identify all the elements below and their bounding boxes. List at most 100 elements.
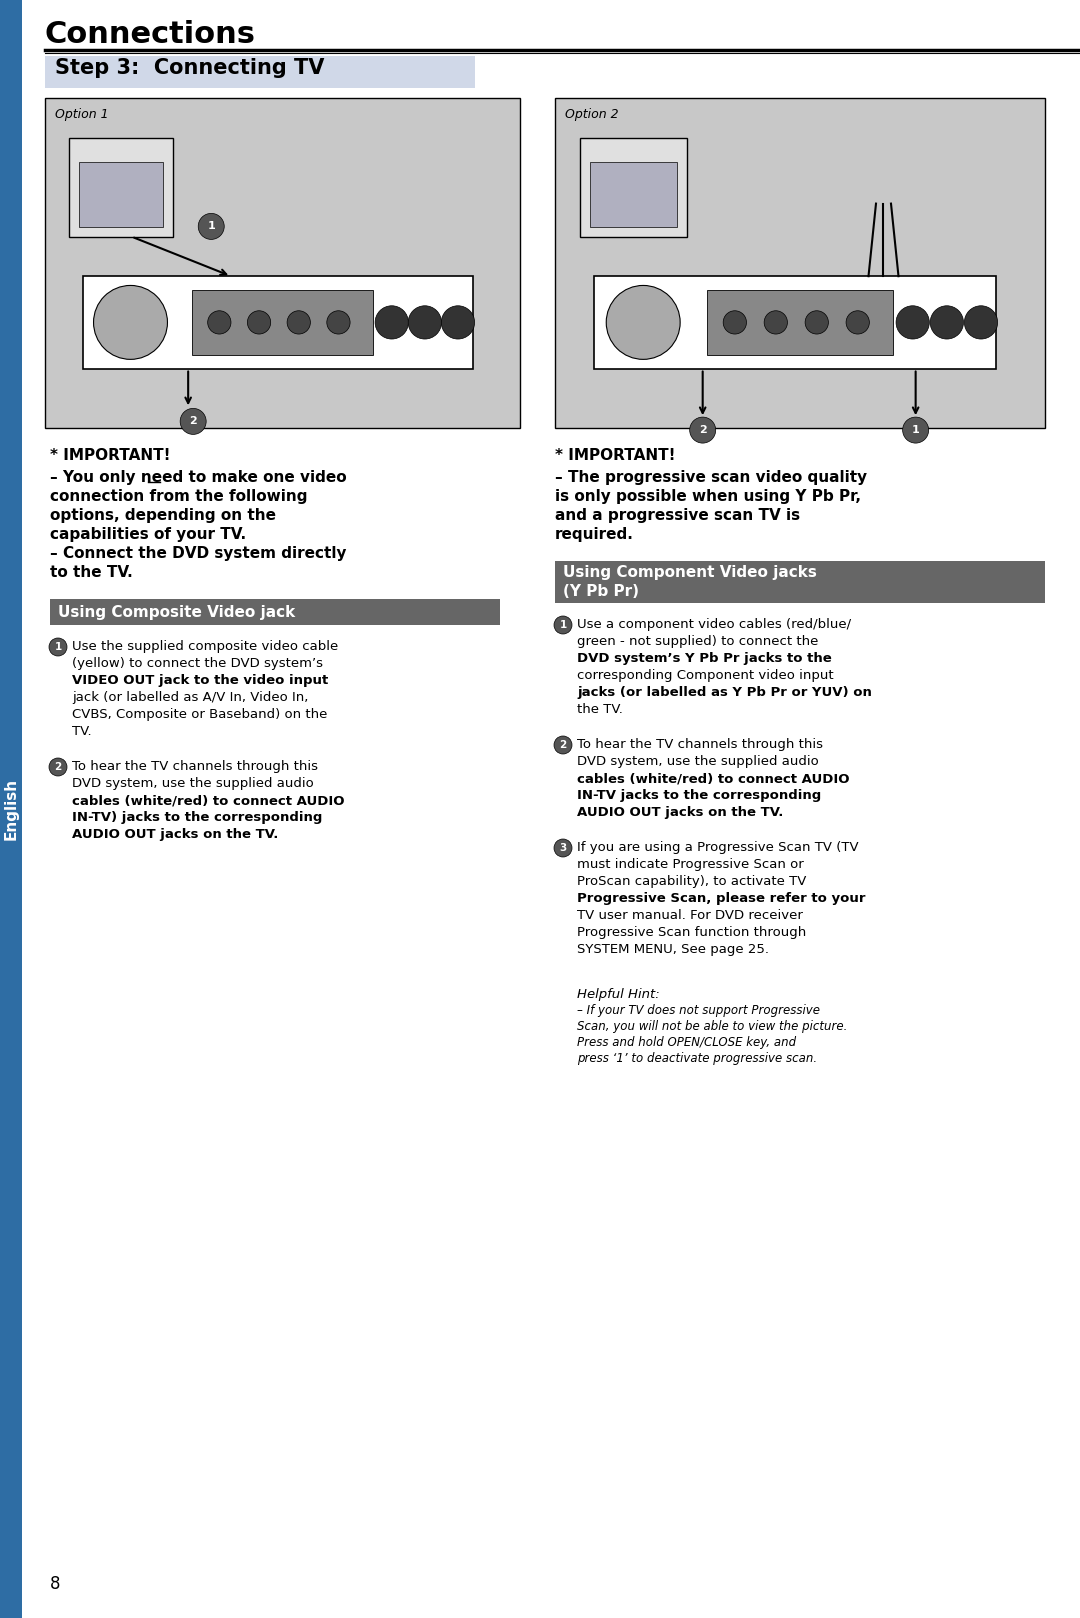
Text: 2: 2 [699, 426, 706, 435]
Circle shape [930, 306, 963, 340]
Text: IN-TV) jacks to the corresponding: IN-TV) jacks to the corresponding [72, 811, 322, 824]
Circle shape [287, 311, 310, 333]
Circle shape [690, 417, 716, 443]
Text: AUDIO OUT jacks on the TV.: AUDIO OUT jacks on the TV. [577, 806, 783, 819]
Text: 1: 1 [559, 620, 567, 629]
Circle shape [199, 214, 225, 239]
Circle shape [207, 311, 231, 333]
Text: 1: 1 [912, 426, 919, 435]
Text: required.: required. [555, 527, 634, 542]
Text: 2: 2 [559, 739, 567, 751]
Text: 2: 2 [189, 416, 197, 427]
Text: ProScan capability), to activate TV: ProScan capability), to activate TV [577, 875, 807, 888]
Text: Connections: Connections [45, 19, 256, 49]
Bar [83, 277, 473, 369]
Text: – Connect the DVD system directly: – Connect the DVD system directly [50, 545, 347, 561]
Text: jack (or labelled as A/V In, Video In,: jack (or labelled as A/V In, Video In, [72, 691, 309, 704]
Circle shape [375, 306, 408, 340]
Bar [580, 138, 687, 236]
Circle shape [896, 306, 929, 340]
Text: VIDEO OUT jack to the video input: VIDEO OUT jack to the video input [72, 675, 328, 688]
Circle shape [247, 311, 271, 333]
Circle shape [442, 306, 474, 340]
Text: English: English [3, 778, 18, 840]
Text: AUDIO OUT jacks on the TV.: AUDIO OUT jacks on the TV. [72, 828, 279, 841]
Text: DVD system’s Y Pb Pr jacks to the: DVD system’s Y Pb Pr jacks to the [577, 652, 832, 665]
Text: Helpful Hint:: Helpful Hint: [577, 989, 660, 1002]
Bar [591, 162, 676, 227]
Text: Option 1: Option 1 [55, 108, 109, 121]
Text: IN-TV jacks to the corresponding: IN-TV jacks to the corresponding [577, 790, 821, 803]
Text: the TV.: the TV. [577, 702, 623, 717]
Circle shape [964, 306, 998, 340]
Text: If you are using a Progressive Scan TV (TV: If you are using a Progressive Scan TV (… [577, 841, 859, 854]
Bar [594, 277, 996, 369]
Text: to the TV.: to the TV. [50, 565, 133, 579]
Circle shape [606, 285, 680, 359]
Text: Using Composite Video jack: Using Composite Video jack [58, 605, 295, 620]
Bar [69, 138, 173, 236]
Circle shape [724, 311, 746, 333]
Text: 3: 3 [559, 843, 567, 853]
Circle shape [180, 408, 206, 434]
Text: (yellow) to connect the DVD system’s: (yellow) to connect the DVD system’s [72, 657, 323, 670]
Circle shape [49, 637, 67, 655]
Text: is only possible when using Y Pb Pr,: is only possible when using Y Pb Pr, [555, 489, 861, 503]
Bar [555, 561, 1045, 604]
Text: * IMPORTANT!: * IMPORTANT! [555, 448, 675, 463]
Bar [555, 99, 1045, 429]
Text: capabilities of your TV.: capabilities of your TV. [50, 527, 246, 542]
Text: Scan, you will not be able to view the picture.: Scan, you will not be able to view the p… [577, 1019, 848, 1032]
Bar [0, 0, 22, 1618]
Text: Use a component video cables (red/blue/: Use a component video cables (red/blue/ [577, 618, 851, 631]
Text: 1: 1 [207, 222, 215, 231]
Text: and a progressive scan TV is: and a progressive scan TV is [555, 508, 800, 523]
Text: TV user manual. For DVD receiver: TV user manual. For DVD receiver [577, 909, 802, 922]
Text: jacks (or labelled as Y Pb Pr or YUV) on: jacks (or labelled as Y Pb Pr or YUV) on [577, 686, 872, 699]
Circle shape [327, 311, 350, 333]
Text: 1: 1 [54, 642, 62, 652]
Text: connection from the following: connection from the following [50, 489, 308, 503]
Text: SYSTEM MENU, See page 25.: SYSTEM MENU, See page 25. [577, 943, 769, 956]
Circle shape [903, 417, 929, 443]
Circle shape [846, 311, 869, 333]
Text: Use the supplied composite video cable: Use the supplied composite video cable [72, 641, 338, 654]
Text: Step 3:  Connecting TV: Step 3: Connecting TV [55, 58, 324, 78]
Text: Press and hold OPEN/CLOSE key, and: Press and hold OPEN/CLOSE key, and [577, 1036, 796, 1048]
Text: – You only need to make one video: – You only need to make one video [50, 469, 347, 485]
Text: 2: 2 [54, 762, 62, 772]
Bar [50, 599, 500, 625]
Circle shape [554, 736, 572, 754]
Text: options, depending on the: options, depending on the [50, 508, 276, 523]
Text: Option 2: Option 2 [565, 108, 619, 121]
Bar [45, 57, 475, 87]
Bar [79, 162, 163, 227]
Text: Progressive Scan, please refer to your: Progressive Scan, please refer to your [577, 892, 865, 904]
Text: To hear the TV channels through this: To hear the TV channels through this [577, 738, 823, 751]
Text: Progressive Scan function through: Progressive Scan function through [577, 925, 807, 938]
Text: 8: 8 [50, 1574, 60, 1594]
Text: CVBS, Composite or Baseband) on the: CVBS, Composite or Baseband) on the [72, 709, 327, 722]
Text: * IMPORTANT!: * IMPORTANT! [50, 448, 171, 463]
Text: must indicate Progressive Scan or: must indicate Progressive Scan or [577, 858, 804, 870]
Circle shape [805, 311, 828, 333]
Bar [45, 99, 519, 429]
Text: cables (white/red) to connect AUDIO: cables (white/red) to connect AUDIO [72, 794, 345, 807]
Text: cables (white/red) to connect AUDIO: cables (white/red) to connect AUDIO [577, 772, 850, 785]
Bar [707, 290, 893, 354]
Circle shape [49, 757, 67, 777]
Text: – The progressive scan video quality: – The progressive scan video quality [555, 469, 867, 485]
Text: DVD system, use the supplied audio: DVD system, use the supplied audio [72, 777, 314, 790]
Text: To hear the TV channels through this: To hear the TV channels through this [72, 760, 318, 773]
Text: TV.: TV. [72, 725, 92, 738]
Circle shape [765, 311, 787, 333]
Text: – If your TV does not support Progressive: – If your TV does not support Progressiv… [577, 1005, 820, 1018]
Text: green - not supplied) to connect the: green - not supplied) to connect the [577, 634, 819, 647]
Circle shape [554, 840, 572, 858]
Text: press ‘1’ to deactivate progressive scan.: press ‘1’ to deactivate progressive scan… [577, 1052, 818, 1065]
Circle shape [408, 306, 442, 340]
Circle shape [554, 616, 572, 634]
Circle shape [94, 285, 167, 359]
Text: Using Component Video jacks
(Y Pb Pr): Using Component Video jacks (Y Pb Pr) [563, 565, 816, 599]
Text: DVD system, use the supplied audio: DVD system, use the supplied audio [577, 756, 819, 769]
